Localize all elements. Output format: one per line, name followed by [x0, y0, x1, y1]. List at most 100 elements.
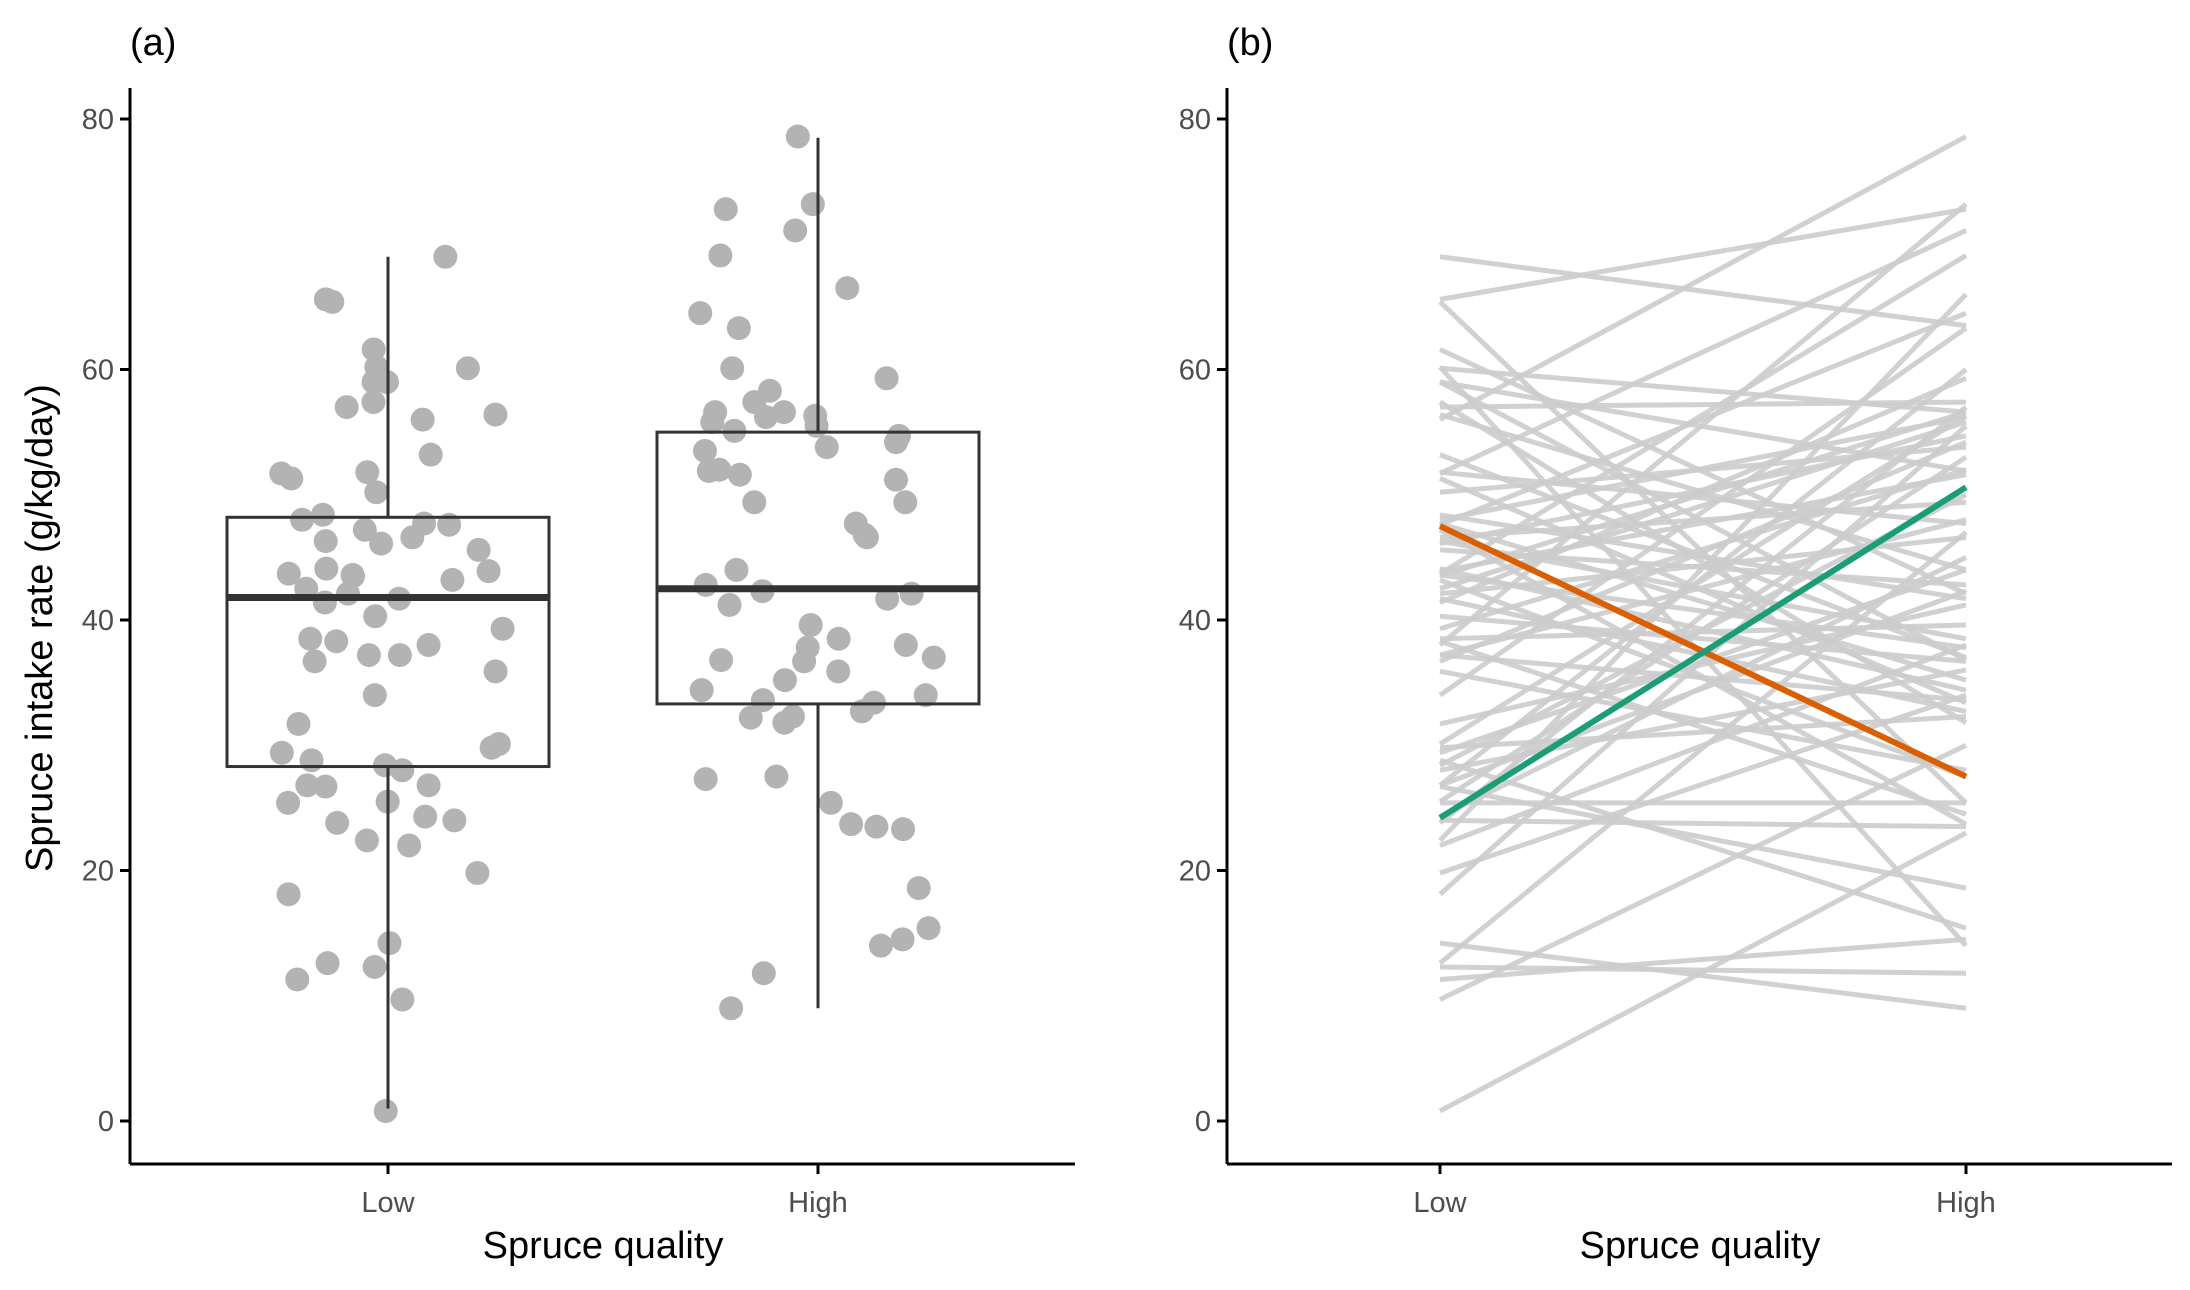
data-point	[890, 927, 915, 952]
data-point	[785, 124, 810, 149]
data-point	[413, 804, 438, 829]
x-tick-label: Low	[1413, 1187, 1467, 1219]
data-point	[397, 833, 422, 858]
data-point	[717, 592, 742, 617]
data-point	[874, 366, 899, 391]
y-tick-label: 60	[82, 355, 114, 387]
data-point	[913, 683, 938, 708]
data-point	[466, 537, 491, 562]
data-point	[713, 197, 738, 222]
data-point	[369, 531, 394, 556]
data-point	[299, 748, 324, 773]
data-point	[276, 790, 301, 815]
data-point	[418, 442, 443, 467]
data-point	[433, 244, 458, 269]
data-point	[843, 511, 868, 536]
individual-line	[1439, 476, 1967, 705]
data-point	[269, 740, 294, 765]
data-point	[340, 562, 365, 587]
data-point	[390, 987, 415, 1012]
data-point	[315, 951, 340, 976]
data-point	[707, 457, 732, 482]
y-axis-title: Spruce intake rate (g/kg/day)	[19, 384, 61, 872]
data-point	[708, 243, 733, 268]
individual-line	[1438, 399, 1968, 725]
data-point	[818, 790, 843, 815]
data-point	[738, 705, 763, 730]
individual-line	[1439, 964, 1967, 976]
data-point	[875, 586, 900, 611]
data-point	[798, 613, 823, 638]
data-point	[688, 301, 713, 326]
y-tick-label: 60	[1179, 355, 1211, 387]
panel-a: (a) 0 20 40 60 80 Low High Spruce quality Spru…	[19, 22, 1075, 1267]
data-point	[483, 659, 508, 684]
panel-a-axes: 0 20 40 60 80 Low High	[82, 88, 1075, 1219]
individual-line	[1439, 254, 1967, 329]
data-point	[324, 629, 349, 654]
data-point	[364, 480, 389, 505]
individual-line	[1439, 642, 1967, 848]
data-point	[355, 460, 380, 485]
data-point	[302, 649, 327, 674]
data-point	[751, 961, 776, 986]
data-point	[727, 462, 752, 487]
panel-b-axes: 0 20 40 60 80 Low High	[1179, 88, 2172, 1219]
data-point	[290, 507, 315, 532]
data-point	[486, 731, 511, 756]
individual-line	[1439, 936, 1967, 982]
data-point	[803, 403, 828, 428]
data-point	[916, 916, 941, 941]
data-point	[269, 461, 294, 486]
individual-line	[1438, 527, 1968, 827]
data-point	[298, 626, 323, 651]
individual-line	[1439, 692, 1967, 876]
data-point	[835, 276, 860, 301]
data-point	[410, 407, 435, 432]
individual-line	[1439, 940, 1967, 1011]
panel-b-x-axis-title: Spruce quality	[1580, 1225, 1821, 1267]
individual-line	[1439, 757, 1967, 931]
data-point	[692, 438, 717, 463]
individual-line	[1438, 379, 1968, 663]
data-point	[490, 616, 515, 641]
data-point	[276, 882, 301, 907]
data-point	[906, 876, 931, 901]
data-point	[483, 402, 508, 427]
data-point	[795, 635, 820, 660]
data-point	[826, 626, 851, 651]
data-point	[377, 931, 402, 956]
individual-line	[1439, 784, 1967, 891]
data-point	[310, 502, 335, 527]
x-tick-label: High	[788, 1187, 848, 1219]
data-point	[689, 678, 714, 703]
individual-line	[1439, 469, 1967, 527]
data-point	[921, 645, 946, 670]
data-point	[373, 1098, 398, 1123]
x-tick-label: High	[1936, 1187, 1996, 1219]
individual-line	[1438, 300, 1968, 805]
data-point	[352, 517, 377, 542]
data-point	[313, 287, 338, 312]
data-point	[361, 337, 386, 362]
y-tick-label: 20	[1179, 856, 1211, 888]
data-point	[440, 567, 465, 592]
data-point	[361, 390, 386, 415]
data-point	[362, 954, 387, 979]
data-point	[276, 561, 301, 586]
data-point	[724, 557, 749, 582]
data-point	[742, 490, 767, 515]
data-point	[893, 490, 918, 515]
panel-b: (b) 0 20 40 60 80 Low High Spruce quality	[1179, 22, 2172, 1267]
data-point	[719, 996, 744, 1021]
individual-line	[1438, 253, 1968, 576]
individual-line	[1439, 521, 1967, 683]
data-point	[893, 633, 918, 658]
data-point	[465, 861, 490, 886]
individual-line	[1439, 419, 1967, 592]
data-point	[750, 688, 775, 713]
y-tick-label: 40	[82, 605, 114, 637]
box-body	[225, 515, 551, 769]
y-tick-label: 40	[1179, 605, 1211, 637]
